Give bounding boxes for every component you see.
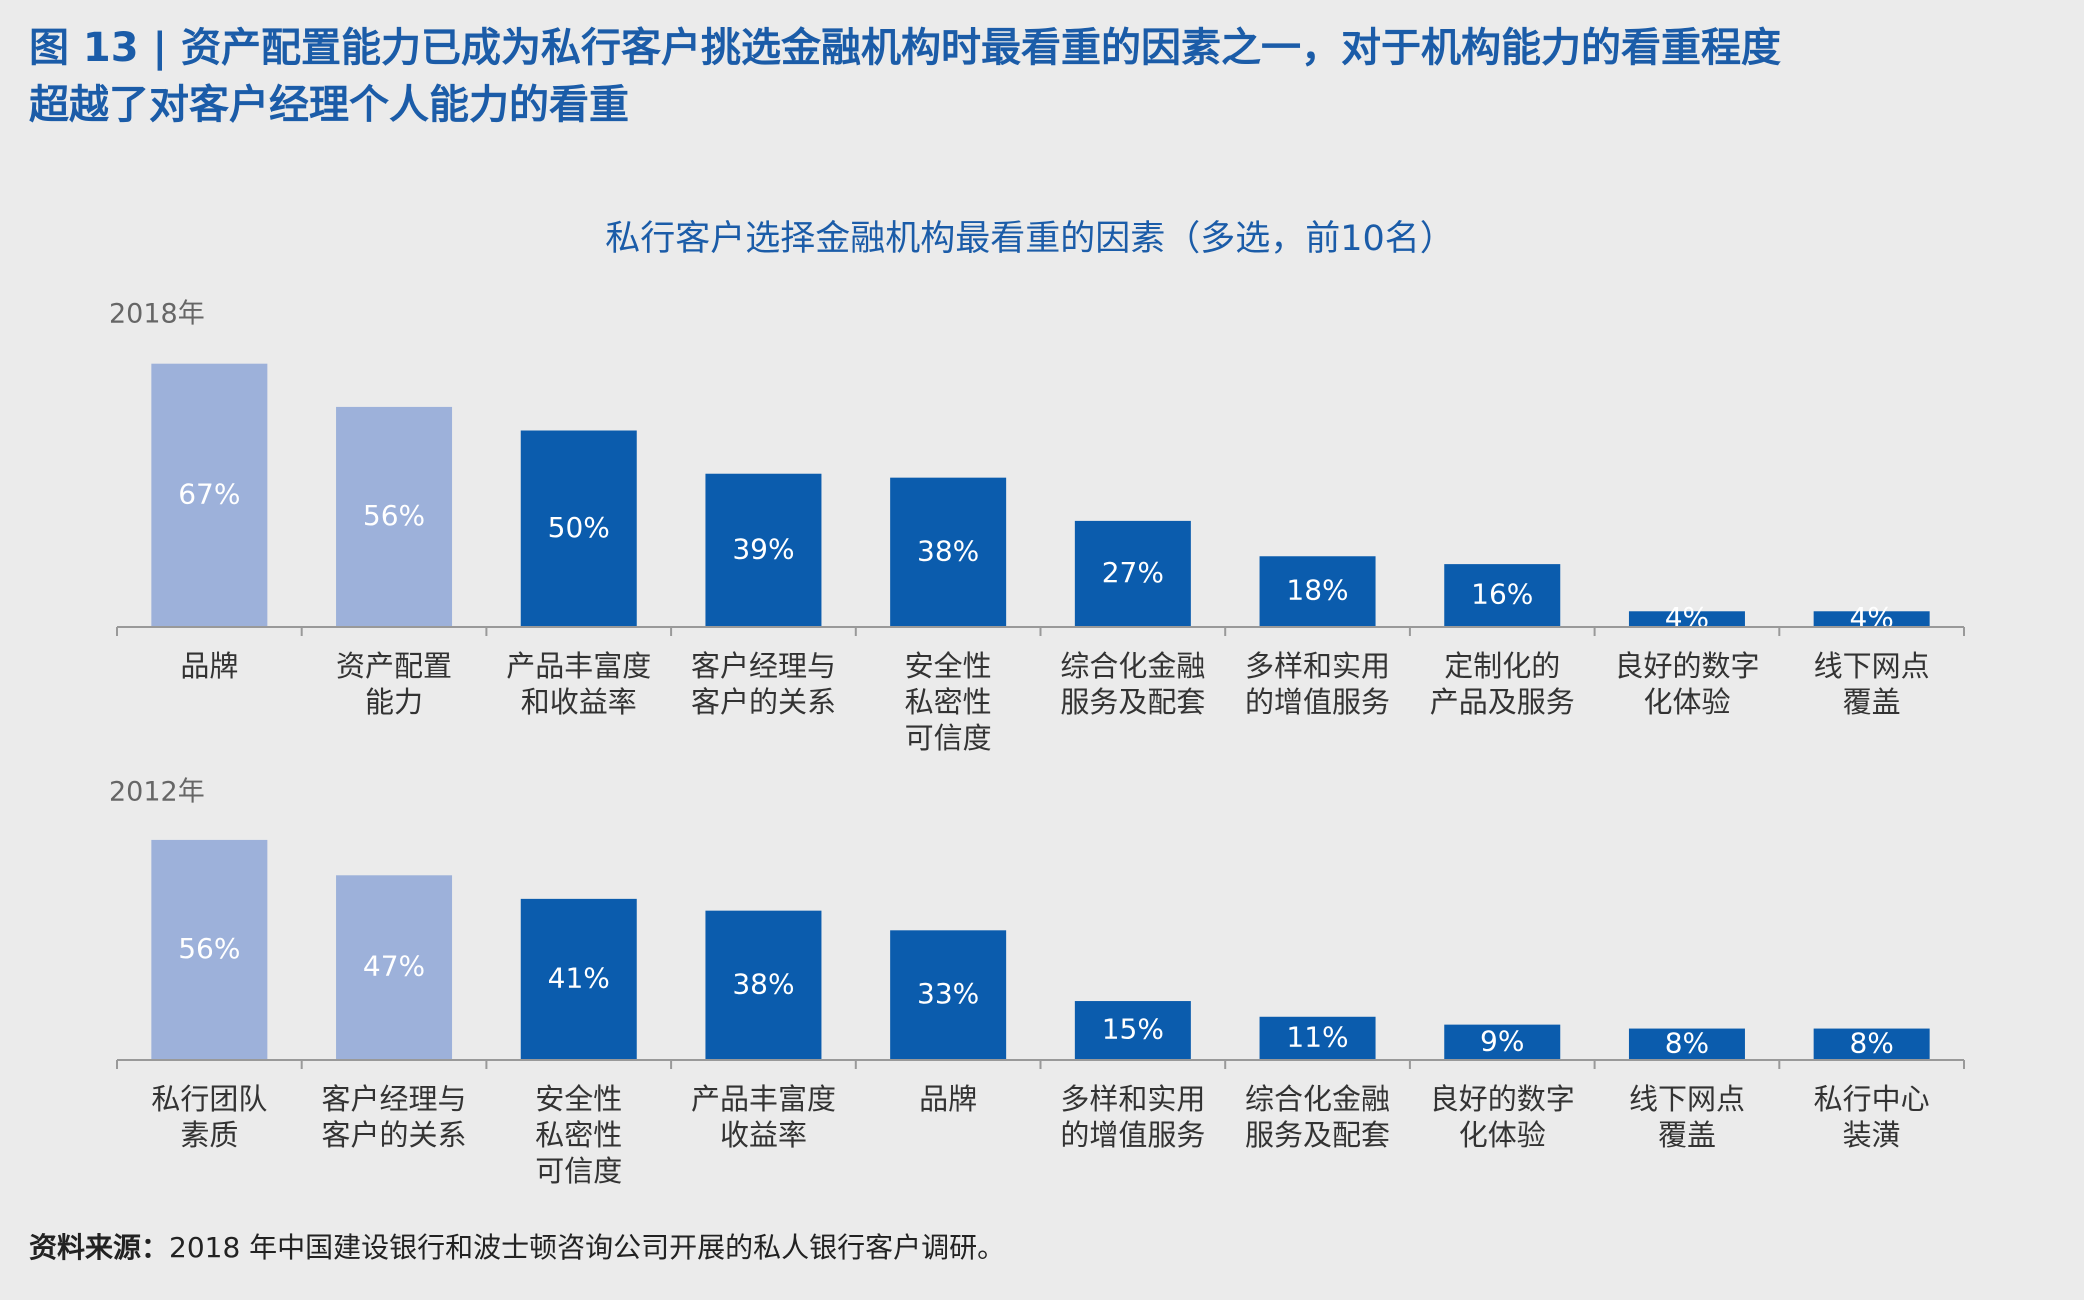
bar <box>336 406 453 627</box>
bar <box>1628 1028 1745 1060</box>
x-tick-label: 服务及配套 <box>1245 1118 1390 1152</box>
source-text: 2018 年中国建设银行和波士顿咨询公司开展的私人银行客户调研。 <box>169 1231 1005 1264</box>
x-tick-label: 私行团队 <box>151 1082 267 1116</box>
x-tick-label: 覆盖 <box>1843 685 1901 719</box>
x-tick-label: 服务及配套 <box>1060 685 1205 719</box>
x-tick-label: 私行中心 <box>1814 1082 1930 1116</box>
bar <box>151 839 268 1060</box>
x-tick-label: 综合化金融 <box>1060 649 1205 683</box>
x-tick-label: 定制化的 <box>1444 649 1560 683</box>
x-tick-label: 装潢 <box>1843 1118 1901 1152</box>
bar <box>336 875 453 1060</box>
value-label: 8% <box>1665 1026 1709 1059</box>
value-label: 15% <box>1102 1013 1164 1046</box>
x-tick-label: 品牌 <box>919 1082 977 1116</box>
value-label: 8% <box>1849 1026 1893 1059</box>
x-tick-label: 多样和实用 <box>1060 1082 1205 1116</box>
x-tick-label: 安全性 <box>535 1082 622 1116</box>
bar <box>1444 1024 1561 1060</box>
x-tick-label: 的增值服务 <box>1060 1118 1205 1152</box>
bar <box>1444 564 1561 627</box>
x-tick-label: 私密性 <box>535 1118 622 1152</box>
bar <box>1259 1016 1376 1060</box>
bar <box>1628 611 1745 627</box>
x-tick-label: 产品及服务 <box>1430 685 1575 719</box>
value-label: 4% <box>1849 601 1893 634</box>
source-label: 资料来源： <box>29 1231 169 1264</box>
bar <box>520 430 637 627</box>
page-title: 超越了对客户经理个人能力的看重 <box>29 82 629 128</box>
source: 资料来源：2018 年中国建设银行和波士顿咨询公司开展的私人银行客户调研。 <box>29 1231 1005 1264</box>
value-label: 33% <box>917 977 979 1010</box>
value-label: 39% <box>732 532 794 565</box>
x-tick-label: 收益率 <box>720 1118 807 1152</box>
value-label: 67% <box>178 477 240 510</box>
chart-subtitle: 2018年 <box>109 299 205 330</box>
x-tick-label: 资产配置 <box>336 649 452 683</box>
x-tick-label: 良好的数字 <box>1430 1082 1575 1116</box>
x-tick-label: 可信度 <box>535 1154 622 1188</box>
value-label: 27% <box>1102 556 1164 589</box>
bar <box>151 363 268 627</box>
bar <box>1813 611 1930 627</box>
value-label: 56% <box>178 932 240 965</box>
x-tick-label: 客户经理与 <box>322 1082 467 1116</box>
bar <box>520 898 637 1060</box>
x-tick-label: 线下网点 <box>1814 649 1930 683</box>
x-tick-label: 化体验 <box>1643 685 1730 719</box>
x-tick-label: 能力 <box>365 685 423 719</box>
bar <box>1074 1001 1191 1060</box>
x-tick-label: 综合化金融 <box>1245 1082 1390 1116</box>
value-label: 9% <box>1480 1024 1524 1057</box>
value-label: 47% <box>363 950 425 983</box>
value-label: 38% <box>732 967 794 1000</box>
x-tick-label: 和收益率 <box>521 685 637 719</box>
bar <box>890 477 1007 627</box>
page-title: 图 13 | 资产配置能力已成为私行客户挑选金融机构时最看重的因素之一，对于机构… <box>29 25 1781 72</box>
value-label: 50% <box>548 511 610 544</box>
value-label: 4% <box>1665 601 1709 634</box>
x-tick-label: 品牌 <box>180 649 238 683</box>
x-tick-label: 良好的数字 <box>1614 649 1759 683</box>
x-tick-label: 客户经理与 <box>691 649 836 683</box>
bar <box>705 910 822 1060</box>
x-tick-label: 化体验 <box>1459 1118 1546 1152</box>
bar <box>1074 520 1191 627</box>
value-label: 16% <box>1471 578 1533 611</box>
chart-subtitle: 2012年 <box>109 777 205 808</box>
x-tick-label: 可信度 <box>905 721 992 755</box>
x-tick-label: 产品丰富度 <box>691 1082 836 1116</box>
value-label: 56% <box>363 499 425 532</box>
x-tick-label: 客户的关系 <box>691 685 836 719</box>
x-tick-label: 客户的关系 <box>322 1118 467 1152</box>
value-label: 41% <box>548 961 610 994</box>
value-label: 11% <box>1286 1020 1348 1053</box>
chart-title: 私行客户选择金融机构最看重的因素（多选，前10名） <box>605 219 1455 259</box>
x-tick-label: 私密性 <box>905 685 992 719</box>
value-label: 18% <box>1286 574 1348 607</box>
x-tick-label: 覆盖 <box>1658 1118 1716 1152</box>
bar <box>705 473 822 627</box>
value-label: 38% <box>917 534 979 567</box>
x-tick-label: 线下网点 <box>1629 1082 1745 1116</box>
x-tick-label: 的增值服务 <box>1245 685 1390 719</box>
bar <box>890 930 1007 1060</box>
x-tick-label: 产品丰富度 <box>506 649 651 683</box>
bar <box>1259 556 1376 627</box>
bar <box>1813 1028 1930 1060</box>
x-tick-label: 素质 <box>180 1118 238 1152</box>
x-tick-label: 多样和实用 <box>1245 649 1390 683</box>
x-tick-label: 安全性 <box>905 649 992 683</box>
